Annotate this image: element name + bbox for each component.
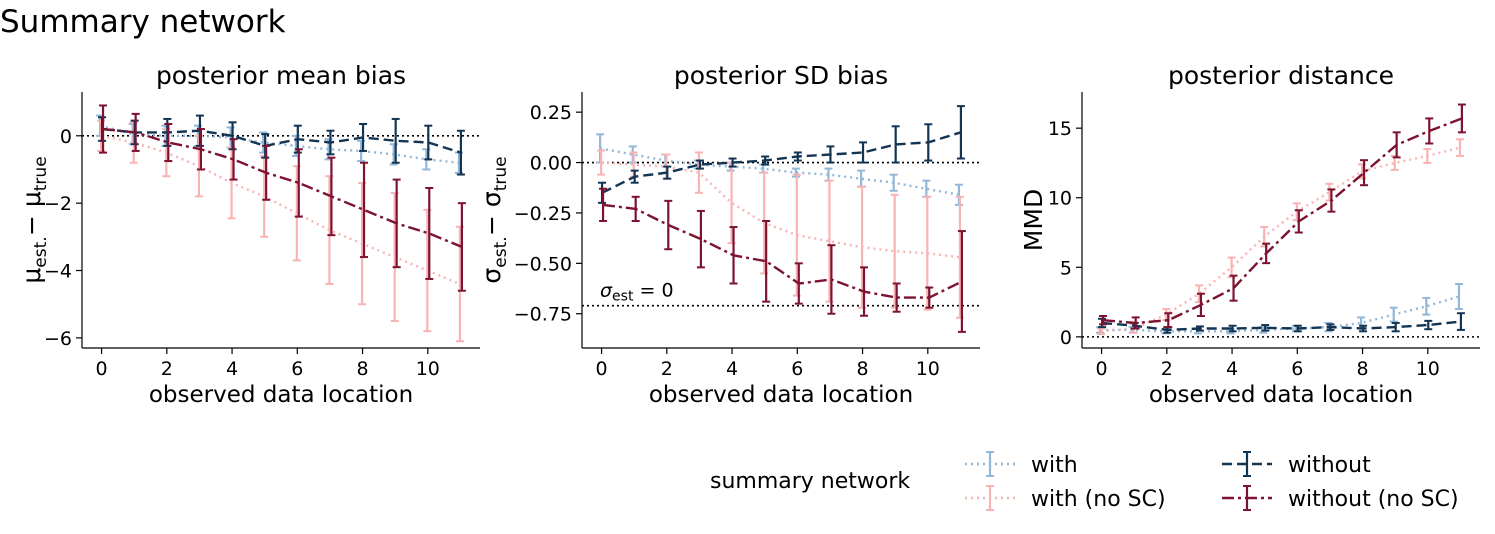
- series-line: [602, 203, 963, 299]
- x-tick-label: 10: [1416, 358, 1440, 380]
- y-tick-label: 0.25: [530, 102, 572, 124]
- annotation-value: = 0: [633, 280, 673, 302]
- y-tick-label: 0: [60, 126, 72, 148]
- series-with: [596, 133, 963, 206]
- x-tick-label: 4: [726, 358, 738, 380]
- annotation-sigma-est-zero: σest = 0: [600, 280, 674, 305]
- x-tick-label: 2: [1161, 358, 1173, 380]
- y-label-part: −: [477, 207, 506, 236]
- series-line: [101, 127, 462, 154]
- series-line: [601, 161, 961, 259]
- legend-label: without: [1288, 453, 1371, 478]
- chart-title: posterior distance: [1168, 61, 1394, 90]
- x-tick-label: 4: [226, 358, 238, 380]
- legend-label: without (no SC): [1288, 487, 1459, 512]
- series-line: [599, 147, 960, 196]
- y-label-subscript: est.: [31, 236, 51, 267]
- x-tick-label: 10: [916, 358, 940, 380]
- y-tick-label: −0.75: [514, 304, 572, 326]
- y-label-subscript: true: [31, 156, 51, 191]
- legend-title: summary network: [710, 469, 910, 494]
- y-label-part: σ: [477, 191, 506, 207]
- x-axis-label: observed data location: [649, 382, 913, 408]
- y-tick-label: −6: [44, 328, 72, 350]
- x-axis-label: observed data location: [1149, 382, 1413, 408]
- y-tick-label: −0.25: [514, 203, 572, 225]
- y-axis-label: MMD: [1019, 189, 1048, 251]
- series-with-no-sc: [1097, 138, 1464, 336]
- y-tick-label: 15: [1048, 118, 1072, 140]
- y-label-part: μ: [17, 268, 46, 284]
- x-tick-label: 6: [791, 358, 803, 380]
- series-line: [99, 124, 460, 164]
- y-axis-label: μest. − μtrue: [17, 156, 51, 283]
- x-tick-label: 6: [291, 358, 303, 380]
- y-tick-label: −0.50: [514, 253, 572, 275]
- y-tick-label: −2: [44, 193, 72, 215]
- x-axis-label: observed data location: [149, 382, 413, 408]
- legend-entry: with (no SC): [965, 485, 1166, 512]
- legend-entry: without (no SC): [1222, 485, 1459, 512]
- series-without-no-sc: [599, 187, 966, 333]
- y-tick-label: 0: [1060, 327, 1072, 349]
- x-tick-label: 8: [857, 358, 869, 380]
- series-line: [1102, 320, 1462, 332]
- chart-panel-3: posterior distance 0 2 4 6 8 10 0 5 10 15 observed …: [1019, 61, 1480, 408]
- x-tick-label: 8: [357, 358, 369, 380]
- series-without: [98, 114, 465, 176]
- legend-label: with (no SC): [1031, 487, 1166, 512]
- x-tick-label: 6: [1291, 358, 1303, 380]
- x-tick-label: 4: [1226, 358, 1238, 380]
- series-without-no-sc: [1099, 103, 1466, 330]
- x-tick-label: 10: [416, 358, 440, 380]
- y-tick-label: 10: [1048, 188, 1072, 210]
- x-tick-label: 0: [596, 358, 608, 380]
- y-label-subscript: true: [491, 156, 511, 191]
- y-label-part: μ: [17, 191, 46, 207]
- annotation-symbol: σ: [600, 280, 613, 302]
- series-without-no-sc: [99, 104, 466, 292]
- series-line: [100, 134, 461, 286]
- series-with: [96, 114, 463, 174]
- series-with-no-sc: [97, 119, 464, 343]
- legend-entry: without: [1222, 451, 1371, 478]
- chart-panel-1: posterior mean bias 0 2 4 6 8 10 0 −2 −4 −6 observe…: [17, 61, 480, 408]
- x-tick-label: 0: [1096, 358, 1108, 380]
- chart-panel-2: posterior SD bias 0 2 4 6 8 10 0.25 0.00 −0.25 −0.…: [477, 61, 980, 408]
- y-axis-label: σest. − σtrue: [477, 156, 511, 283]
- y-label-part: −: [17, 207, 46, 236]
- chart-title: posterior mean bias: [156, 61, 406, 90]
- series-line: [102, 127, 463, 249]
- legend: summary network with with (no SC) without wi…: [710, 451, 1459, 512]
- series-line: [1100, 295, 1460, 333]
- legend-entry: with: [965, 451, 1078, 478]
- x-tick-label: 2: [661, 358, 673, 380]
- x-tick-label: 0: [96, 358, 108, 380]
- legend-label: with: [1031, 453, 1078, 478]
- x-tick-label: 2: [161, 358, 173, 380]
- x-tick-label: 8: [1357, 358, 1369, 380]
- y-tick-label: −4: [44, 261, 72, 283]
- series-line: [601, 131, 962, 194]
- figure-title: Summary network: [0, 4, 286, 40]
- series-without: [598, 105, 965, 204]
- series-line: [1100, 146, 1461, 333]
- series-line: [1102, 117, 1463, 325]
- y-label-subscript: est.: [491, 236, 511, 267]
- chart-title: posterior SD bias: [674, 61, 888, 90]
- y-tick-label: 5: [1060, 257, 1072, 279]
- annotation-subscript: est: [612, 289, 634, 305]
- y-tick-label: 0.00: [530, 153, 572, 175]
- y-label-part: σ: [477, 268, 506, 284]
